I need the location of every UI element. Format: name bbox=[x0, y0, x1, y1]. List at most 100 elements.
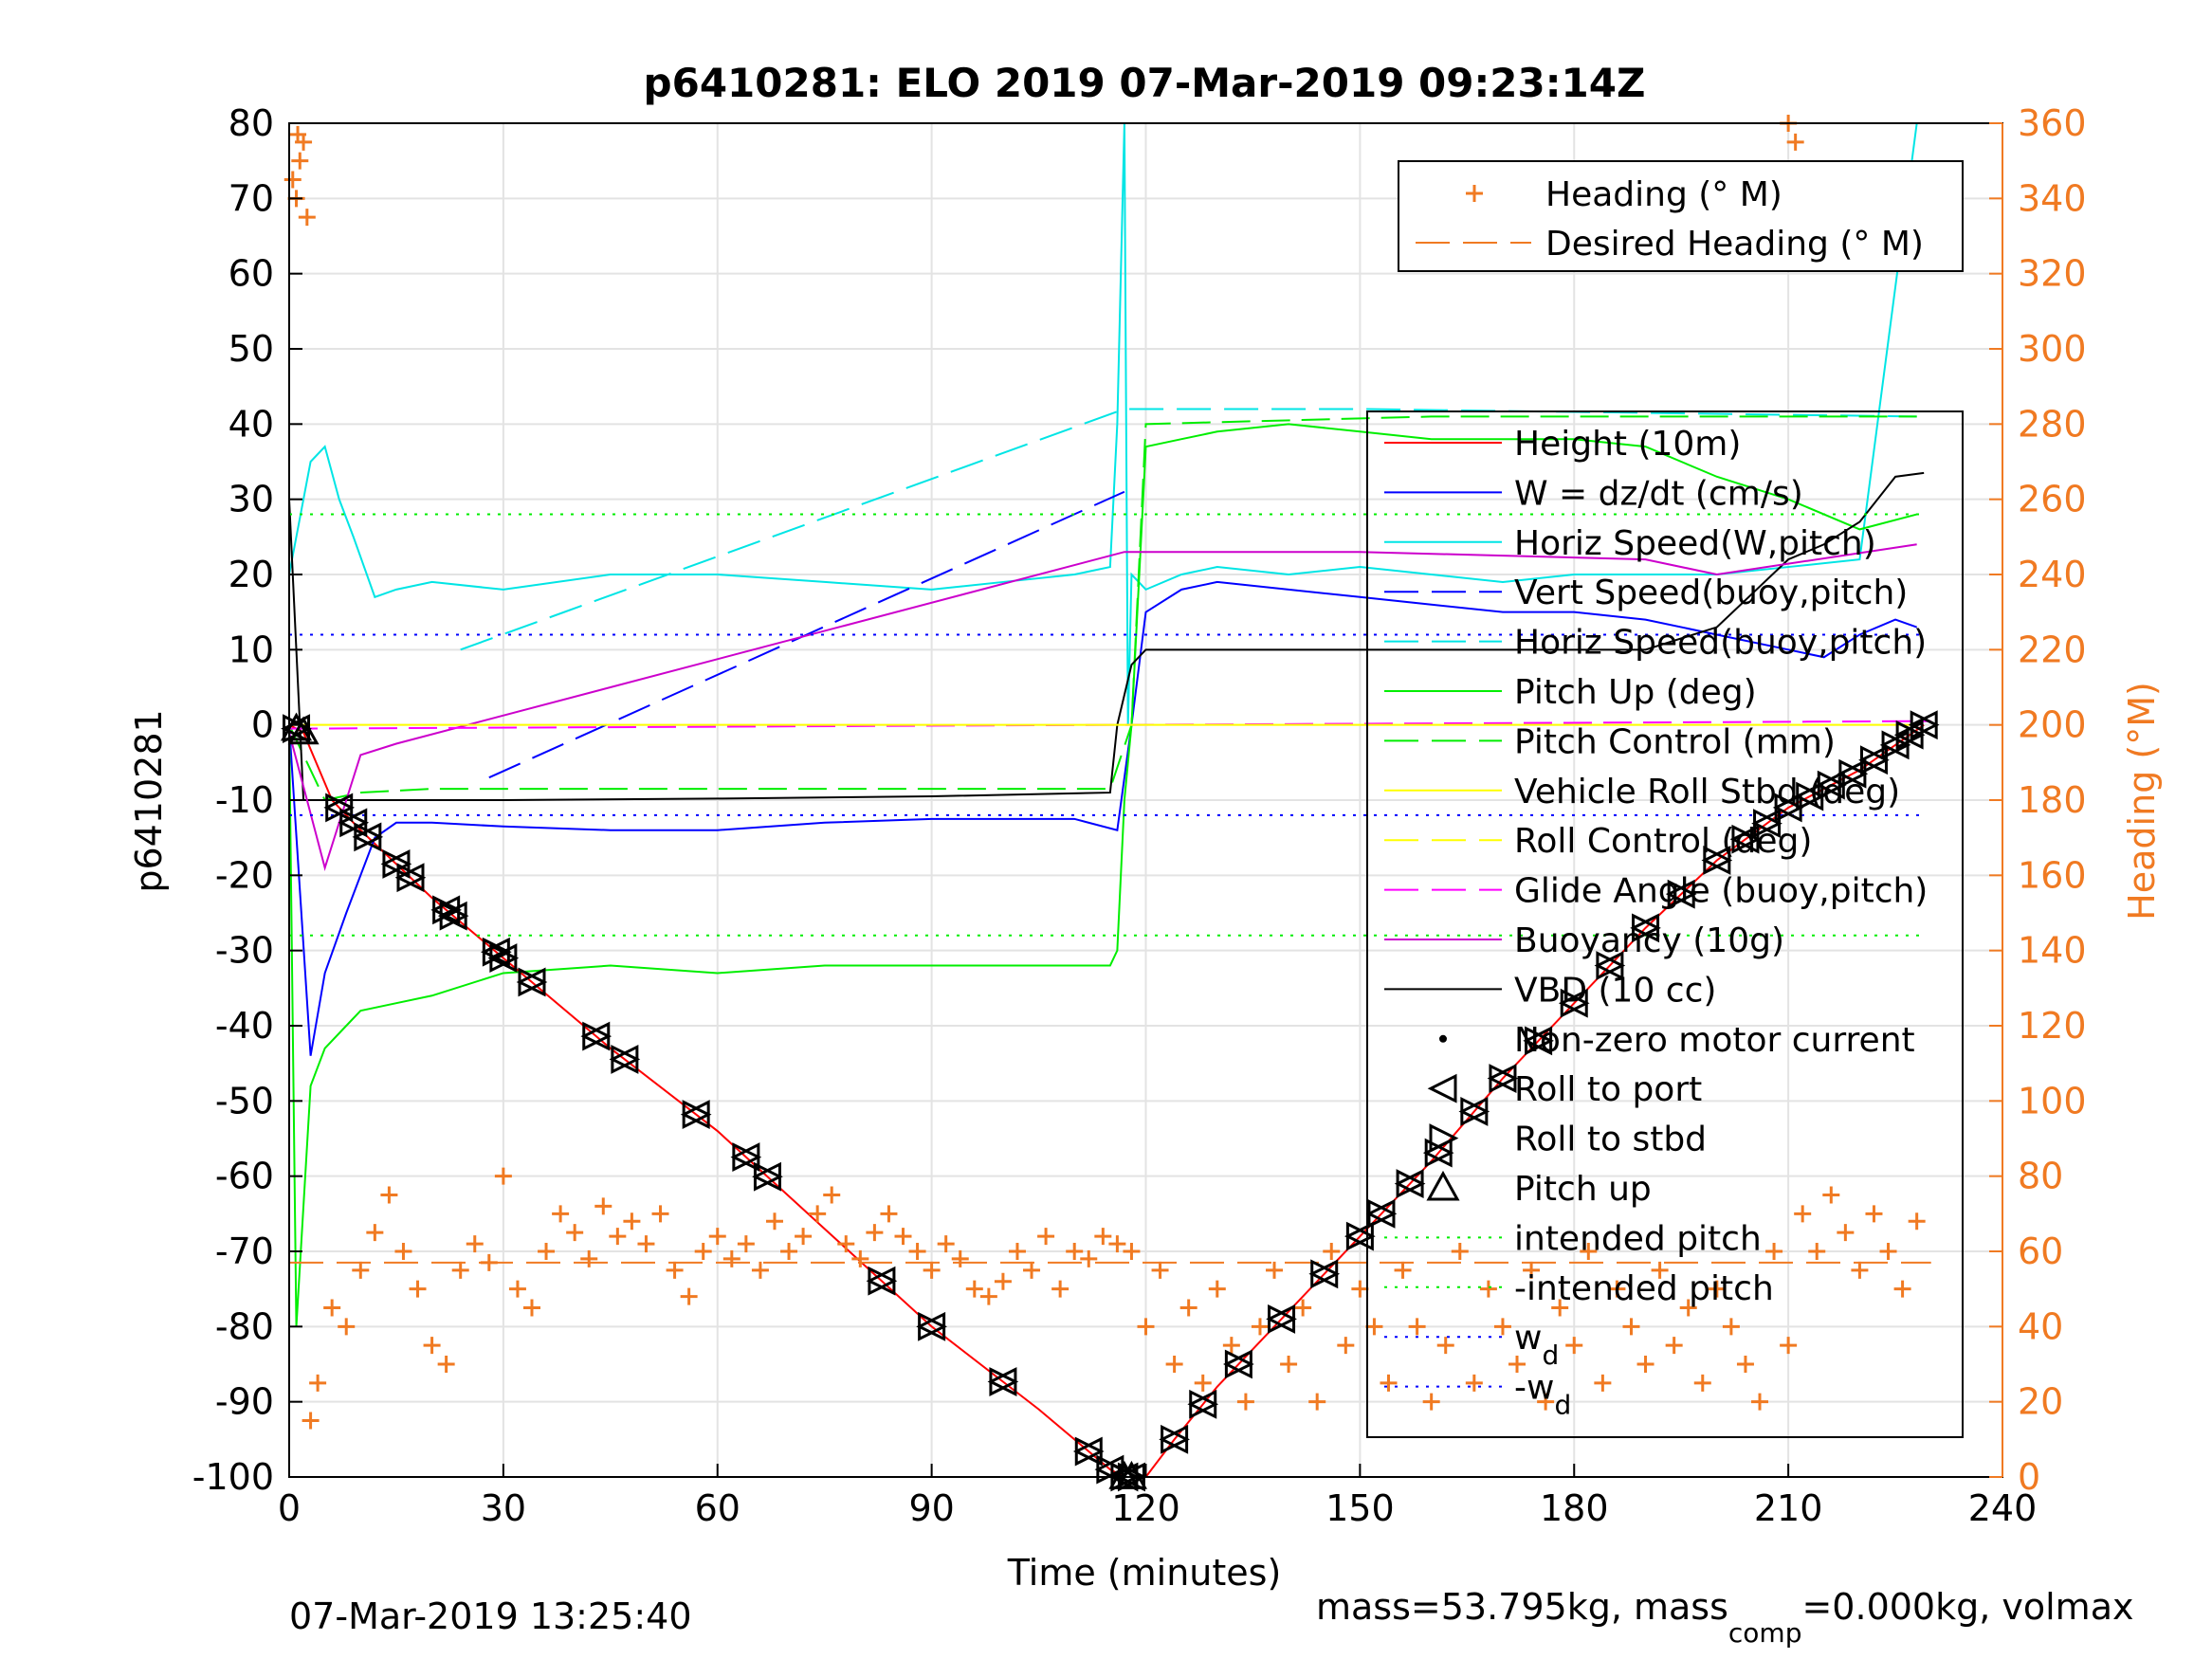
heading-point bbox=[1837, 1224, 1855, 1242]
heading-point bbox=[1394, 1261, 1412, 1279]
roll-to-stbd-marker bbox=[1881, 730, 1911, 760]
heading-point bbox=[1408, 1318, 1426, 1336]
heading-point bbox=[737, 1235, 755, 1253]
roll-to-stbd-marker bbox=[611, 1045, 641, 1074]
legend-main-label: W = dz/dt (cm/s) bbox=[1514, 474, 1803, 513]
roll-to-stbd-marker bbox=[989, 1367, 1019, 1396]
y-tick-label-left: -50 bbox=[215, 1080, 274, 1121]
heading-point bbox=[866, 1224, 884, 1242]
y-tick-label-left: 10 bbox=[229, 629, 274, 670]
heading-point bbox=[908, 1243, 926, 1260]
footer-mass: mass=53.795kg, masscomp=0.000kg, volmax bbox=[1316, 1586, 2133, 1649]
roll-to-stbd-marker bbox=[1268, 1304, 1297, 1334]
heading-point bbox=[594, 1197, 612, 1215]
heading-point bbox=[851, 1249, 869, 1267]
heading-point bbox=[508, 1280, 526, 1298]
y-tick-label-left: 80 bbox=[229, 102, 274, 144]
y-tick-label-left: -30 bbox=[215, 930, 274, 972]
legend-pitch-up-symbol bbox=[1426, 1170, 1460, 1201]
heading-point bbox=[951, 1249, 969, 1267]
heading-point bbox=[1679, 1299, 1697, 1317]
legend-roll-port-symbol bbox=[1427, 1073, 1457, 1103]
footer-timestamp: 07-Mar-2019 13:25:40 bbox=[289, 1595, 692, 1637]
x-tick-label: 0 bbox=[278, 1487, 301, 1529]
heading-point bbox=[1108, 1235, 1126, 1253]
heading-point bbox=[1179, 1299, 1197, 1317]
x-tick-label: 150 bbox=[1325, 1487, 1395, 1529]
y-tick-label-right: 240 bbox=[2018, 554, 2087, 595]
heading-point bbox=[694, 1243, 712, 1260]
main-legend-box bbox=[1366, 410, 1964, 1438]
roll-to-stbd-marker bbox=[1396, 1169, 1426, 1199]
roll-to-stbd-marker bbox=[1310, 1259, 1341, 1289]
heading-point bbox=[1380, 1374, 1398, 1392]
y-tick-label-right: 80 bbox=[2018, 1156, 2063, 1197]
roll-to-stbd-marker bbox=[432, 895, 462, 925]
heading-point bbox=[1665, 1337, 1683, 1355]
pitch-up-marker bbox=[1115, 1460, 1147, 1489]
x-axis-label: Time (minutes) bbox=[1007, 1552, 1282, 1594]
roll-to-stbd-marker bbox=[682, 1100, 712, 1130]
legend-main-label: -intended pitch bbox=[1514, 1269, 1774, 1308]
legend-main-label: Horiz Speed(buoy,pitch) bbox=[1514, 624, 1927, 663]
heading-point bbox=[552, 1205, 570, 1223]
heading-point bbox=[1822, 1186, 1840, 1204]
heading-point bbox=[1294, 1299, 1312, 1317]
heading-point bbox=[1537, 1393, 1555, 1411]
legend-heading-symbol bbox=[1466, 185, 1483, 202]
legend-main-label: Height (10m) bbox=[1514, 425, 1741, 464]
roll-to-stbd-marker bbox=[1489, 1064, 1519, 1093]
roll-to-stbd-marker bbox=[1910, 710, 1940, 740]
heading-point bbox=[1208, 1280, 1226, 1298]
heading-point bbox=[1651, 1261, 1669, 1279]
heading-point bbox=[538, 1243, 556, 1260]
y-tick-label-right: 20 bbox=[2018, 1381, 2063, 1423]
roll-to-stbd-marker bbox=[325, 793, 356, 823]
heading-point bbox=[1893, 1280, 1911, 1298]
heading-point bbox=[1066, 1243, 1084, 1260]
heading-point bbox=[1636, 1356, 1654, 1373]
roll-to-stbd-marker bbox=[1096, 1454, 1126, 1485]
legend-main-label: Roll to port bbox=[1514, 1070, 1702, 1109]
heading-point bbox=[637, 1235, 655, 1253]
roll-to-stbd-marker bbox=[918, 1311, 947, 1341]
roll-to-stbd-marker bbox=[1774, 793, 1804, 823]
y-tick-label-left: 30 bbox=[229, 479, 274, 520]
roll-to-stbd-marker bbox=[1074, 1436, 1105, 1467]
heading-point bbox=[1323, 1243, 1341, 1260]
heading-point bbox=[894, 1228, 912, 1246]
y-tick-label-right: 260 bbox=[2018, 479, 2087, 520]
heading-point bbox=[1722, 1318, 1740, 1336]
x-tick-label: 180 bbox=[1540, 1487, 1609, 1529]
roll-to-stbd-marker bbox=[1895, 720, 1926, 750]
roll-to-stbd-marker bbox=[518, 967, 548, 997]
y-tick-label-left: -40 bbox=[215, 1005, 274, 1047]
heading-point bbox=[1280, 1356, 1298, 1373]
legend-main-label: Non-zero motor current bbox=[1514, 1021, 1915, 1060]
roll-to-stbd-marker bbox=[1731, 824, 1762, 854]
y-tick-label-right: 340 bbox=[2018, 177, 2087, 219]
heading-point bbox=[795, 1228, 813, 1246]
heading-legend-box bbox=[1398, 160, 1964, 272]
legend-main-label: Pitch Up (deg) bbox=[1514, 673, 1757, 712]
legend-heading-label: Desired Heading (° M) bbox=[1545, 225, 1924, 264]
y-tick-label-right: 0 bbox=[2018, 1456, 2040, 1498]
heading-point bbox=[1523, 1261, 1541, 1279]
heading-point bbox=[494, 1167, 512, 1185]
heading-point bbox=[1051, 1280, 1069, 1298]
roll-to-stbd-marker bbox=[1667, 879, 1697, 909]
roll-to-stbd-marker bbox=[1838, 758, 1869, 789]
heading-point bbox=[352, 1261, 370, 1279]
heading-point bbox=[994, 1272, 1012, 1290]
footer-mass-rest: =0.000kg, volmax bbox=[1801, 1586, 2133, 1628]
legend-main-label: Buoyancy (10g) bbox=[1514, 921, 1784, 960]
y-tick-label-left: -100 bbox=[192, 1456, 274, 1498]
roll-to-stbd-marker bbox=[1525, 1026, 1554, 1056]
y-tick-label-right: 40 bbox=[2018, 1305, 2063, 1347]
roll-to-stbd-marker bbox=[868, 1266, 898, 1296]
heading-point bbox=[437, 1356, 455, 1373]
y-tick-label-left: 40 bbox=[229, 403, 274, 445]
heading-point bbox=[289, 125, 307, 143]
heading-point bbox=[1879, 1243, 1897, 1260]
roll-to-stbd-marker bbox=[1596, 951, 1626, 980]
